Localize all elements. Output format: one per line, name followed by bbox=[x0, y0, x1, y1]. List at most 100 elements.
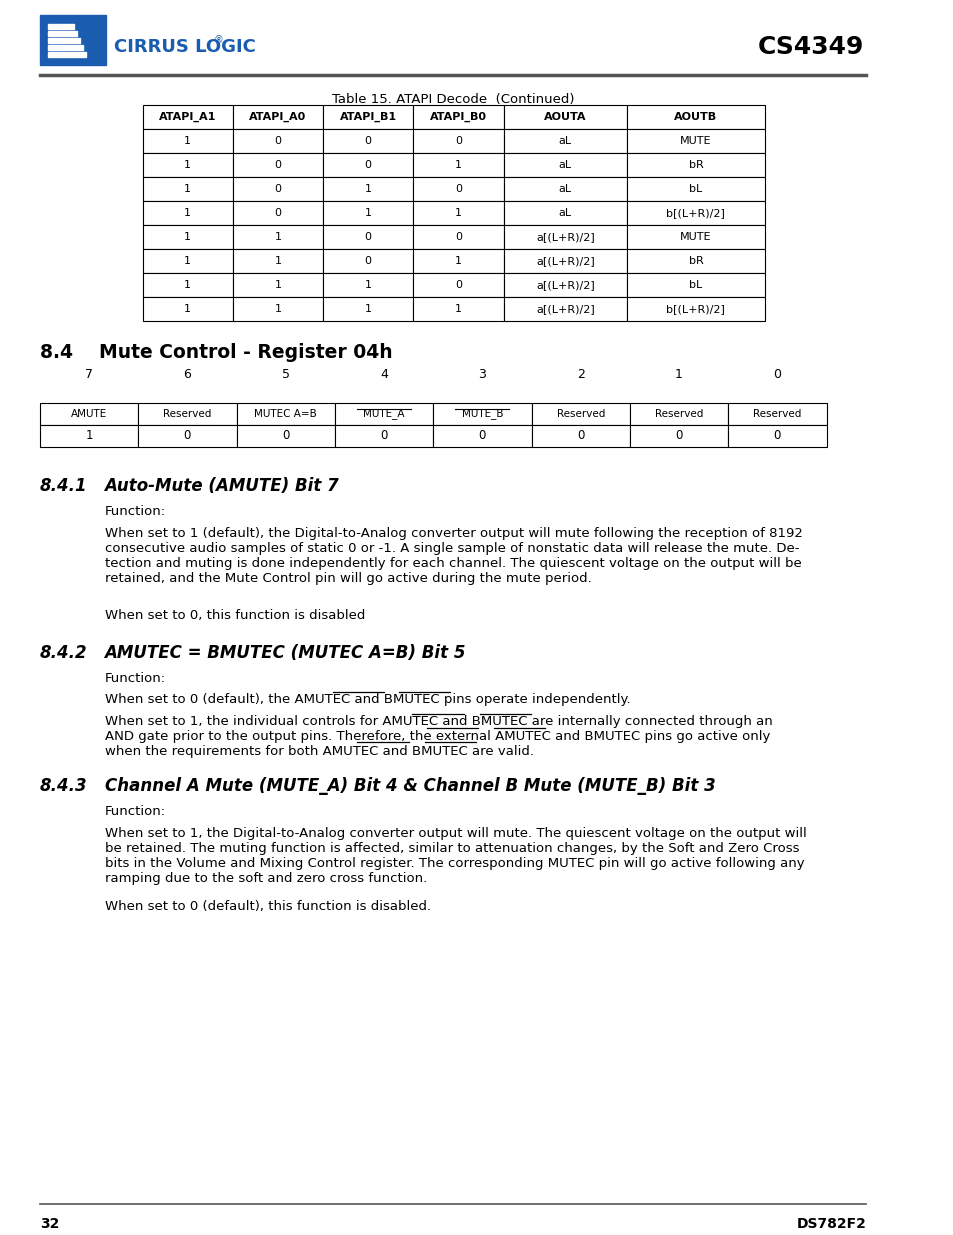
Text: 0: 0 bbox=[478, 430, 486, 442]
Text: 1: 1 bbox=[184, 232, 191, 242]
Bar bbox=[626, 105, 764, 128]
Bar bbox=[626, 177, 764, 201]
Bar bbox=[233, 273, 323, 296]
Text: 6: 6 bbox=[183, 368, 192, 380]
Text: 1: 1 bbox=[184, 136, 191, 146]
Bar bbox=[233, 201, 323, 225]
Text: When set to 0 (default), the AMUTEC and BMUTEC pins operate independently.: When set to 0 (default), the AMUTEC and … bbox=[105, 694, 630, 706]
Text: Function:: Function: bbox=[105, 672, 166, 684]
Text: 8.4    Mute Control - Register 04h: 8.4 Mute Control - Register 04h bbox=[40, 343, 392, 362]
Text: AOUTB: AOUTB bbox=[674, 112, 717, 122]
Text: 1: 1 bbox=[455, 304, 461, 314]
Text: MUTE: MUTE bbox=[679, 232, 711, 242]
Bar bbox=[629, 425, 727, 447]
Text: 1: 1 bbox=[364, 207, 372, 217]
Text: MUTE_B: MUTE_B bbox=[461, 409, 502, 419]
Bar bbox=[503, 105, 626, 128]
Bar bbox=[503, 201, 626, 225]
Text: 2: 2 bbox=[577, 368, 584, 380]
Text: ATAPI_B0: ATAPI_B0 bbox=[430, 112, 486, 122]
Text: a[(L+R)/2]: a[(L+R)/2] bbox=[536, 256, 594, 266]
Bar bbox=[626, 248, 764, 273]
Text: CIRRUS LOGIC: CIRRUS LOGIC bbox=[114, 38, 255, 56]
Text: 0: 0 bbox=[577, 430, 584, 442]
Text: b[(L+R)/2]: b[(L+R)/2] bbox=[666, 207, 724, 217]
Text: 4: 4 bbox=[379, 368, 388, 380]
Bar bbox=[413, 296, 503, 321]
Bar bbox=[236, 403, 335, 425]
Text: Reserved: Reserved bbox=[654, 409, 702, 419]
Text: 1: 1 bbox=[274, 232, 281, 242]
Bar bbox=[413, 225, 503, 248]
Bar bbox=[142, 177, 233, 201]
Text: When set to 0, this function is disabled: When set to 0, this function is disabled bbox=[105, 609, 364, 621]
Text: aL: aL bbox=[558, 159, 571, 170]
Text: DS782F2: DS782F2 bbox=[796, 1218, 865, 1231]
Bar bbox=[626, 296, 764, 321]
Text: 0: 0 bbox=[364, 232, 372, 242]
Bar bbox=[323, 273, 413, 296]
Text: 0: 0 bbox=[184, 430, 191, 442]
Text: bR: bR bbox=[688, 256, 702, 266]
Bar bbox=[727, 425, 825, 447]
Text: a[(L+R)/2]: a[(L+R)/2] bbox=[536, 280, 594, 290]
Bar bbox=[233, 177, 323, 201]
Bar bbox=[413, 105, 503, 128]
Bar bbox=[335, 403, 433, 425]
Bar bbox=[531, 425, 629, 447]
Text: 0: 0 bbox=[675, 430, 682, 442]
Text: AMUTE: AMUTE bbox=[71, 409, 107, 419]
Bar bbox=[142, 201, 233, 225]
Text: CS4349: CS4349 bbox=[758, 35, 863, 59]
Text: 0: 0 bbox=[274, 207, 281, 217]
Text: 1: 1 bbox=[184, 280, 191, 290]
Text: Channel A Mute (MUTE_A) Bit 4 & Channel B Mute (MUTE_B) Bit 3: Channel A Mute (MUTE_A) Bit 4 & Channel … bbox=[105, 777, 715, 795]
Text: aL: aL bbox=[558, 207, 571, 217]
Text: 1: 1 bbox=[364, 280, 372, 290]
Text: Reserved: Reserved bbox=[556, 409, 604, 419]
Bar bbox=[142, 296, 233, 321]
Bar bbox=[142, 153, 233, 177]
Bar bbox=[236, 425, 335, 447]
Bar bbox=[138, 425, 236, 447]
Text: Function:: Function: bbox=[105, 805, 166, 819]
Text: 0: 0 bbox=[455, 280, 461, 290]
Bar bbox=[626, 225, 764, 248]
Bar bbox=[323, 201, 413, 225]
Bar bbox=[323, 177, 413, 201]
Text: 1: 1 bbox=[274, 304, 281, 314]
Bar bbox=[323, 225, 413, 248]
Text: 1: 1 bbox=[455, 159, 461, 170]
Bar bbox=[335, 425, 433, 447]
Text: b[(L+R)/2]: b[(L+R)/2] bbox=[666, 304, 724, 314]
Text: ®: ® bbox=[213, 35, 223, 44]
Text: 1: 1 bbox=[184, 184, 191, 194]
Text: AOUTA: AOUTA bbox=[543, 112, 586, 122]
Text: 32: 32 bbox=[40, 1218, 59, 1231]
Bar bbox=[233, 105, 323, 128]
Text: 1: 1 bbox=[184, 159, 191, 170]
Bar bbox=[531, 403, 629, 425]
Bar bbox=[626, 201, 764, 225]
Bar bbox=[413, 201, 503, 225]
Text: aL: aL bbox=[558, 136, 571, 146]
Bar bbox=[503, 153, 626, 177]
Bar bbox=[413, 153, 503, 177]
Bar bbox=[142, 128, 233, 153]
Bar bbox=[233, 296, 323, 321]
Text: Reserved: Reserved bbox=[753, 409, 801, 419]
Bar bbox=[142, 105, 233, 128]
Bar bbox=[48, 52, 86, 57]
Text: 0: 0 bbox=[380, 430, 387, 442]
Text: Auto-Mute (AMUTE) Bit 7: Auto-Mute (AMUTE) Bit 7 bbox=[105, 477, 339, 495]
Bar bbox=[142, 225, 233, 248]
Bar bbox=[323, 105, 413, 128]
Text: 0: 0 bbox=[274, 136, 281, 146]
Text: MUTE_A: MUTE_A bbox=[363, 409, 404, 419]
Bar bbox=[626, 128, 764, 153]
Bar bbox=[503, 225, 626, 248]
Text: When set to 1 (default), the Digital-to-Analog converter output will mute follow: When set to 1 (default), the Digital-to-… bbox=[105, 526, 801, 584]
Text: 1: 1 bbox=[274, 256, 281, 266]
Bar bbox=[323, 248, 413, 273]
Bar bbox=[503, 177, 626, 201]
